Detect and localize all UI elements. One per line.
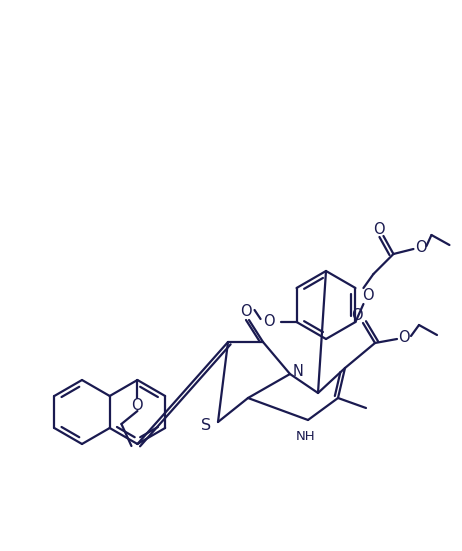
Text: O: O bbox=[398, 331, 410, 345]
Text: O: O bbox=[414, 240, 426, 256]
Text: NH: NH bbox=[296, 429, 316, 442]
Text: O: O bbox=[373, 222, 384, 236]
Text: O: O bbox=[240, 304, 252, 318]
Text: O: O bbox=[132, 397, 143, 413]
Text: O: O bbox=[351, 307, 363, 322]
Text: S: S bbox=[201, 419, 211, 434]
Text: N: N bbox=[292, 365, 304, 380]
Text: O: O bbox=[362, 289, 373, 304]
Text: O: O bbox=[263, 315, 274, 329]
